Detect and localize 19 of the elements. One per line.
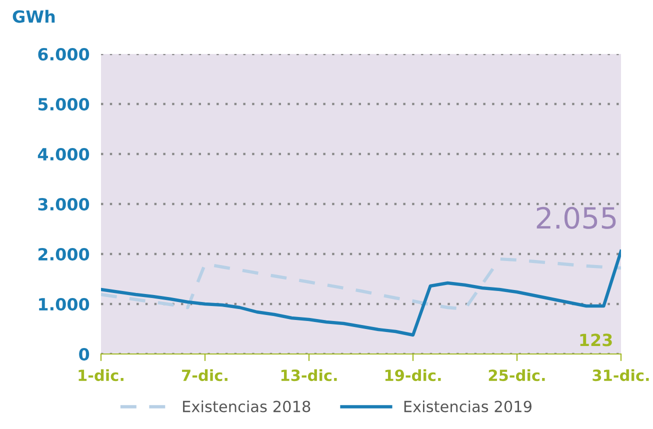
x-tick-label: 31-dic. — [592, 369, 649, 382]
y-axis-title: GWh — [12, 10, 55, 23]
x-tick-label: 19-dic. — [385, 369, 441, 382]
x-tick-label: 25-dic. — [488, 369, 545, 382]
y-tick-label: 1.000 — [39, 298, 90, 311]
line-series — [101, 257, 621, 311]
y-tick-label: 0 — [79, 348, 90, 361]
x-tick-label: 13-dic. — [281, 369, 337, 382]
y-tick-label: 4.000 — [38, 148, 90, 161]
y-tick-label: 3.000 — [38, 198, 90, 211]
legend-label: Existencias 2019 — [404, 400, 532, 412]
y-tick-label: 6.000 — [38, 48, 90, 61]
x-tick-label: 7-dic. — [182, 369, 228, 382]
y-tick-label: 5.000 — [38, 98, 90, 111]
x-tick-label: 1-dic. — [78, 369, 124, 382]
annotation: 123 — [580, 334, 612, 346]
y-tick-label: 2.000 — [38, 248, 90, 261]
annotation: 2.055 — [536, 206, 616, 229]
legend-label: Existencias 2018 — [183, 400, 310, 412]
